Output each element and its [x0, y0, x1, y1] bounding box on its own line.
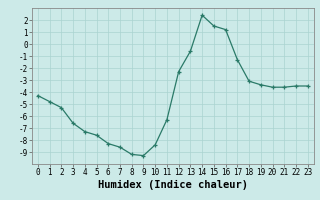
X-axis label: Humidex (Indice chaleur): Humidex (Indice chaleur) — [98, 180, 248, 190]
